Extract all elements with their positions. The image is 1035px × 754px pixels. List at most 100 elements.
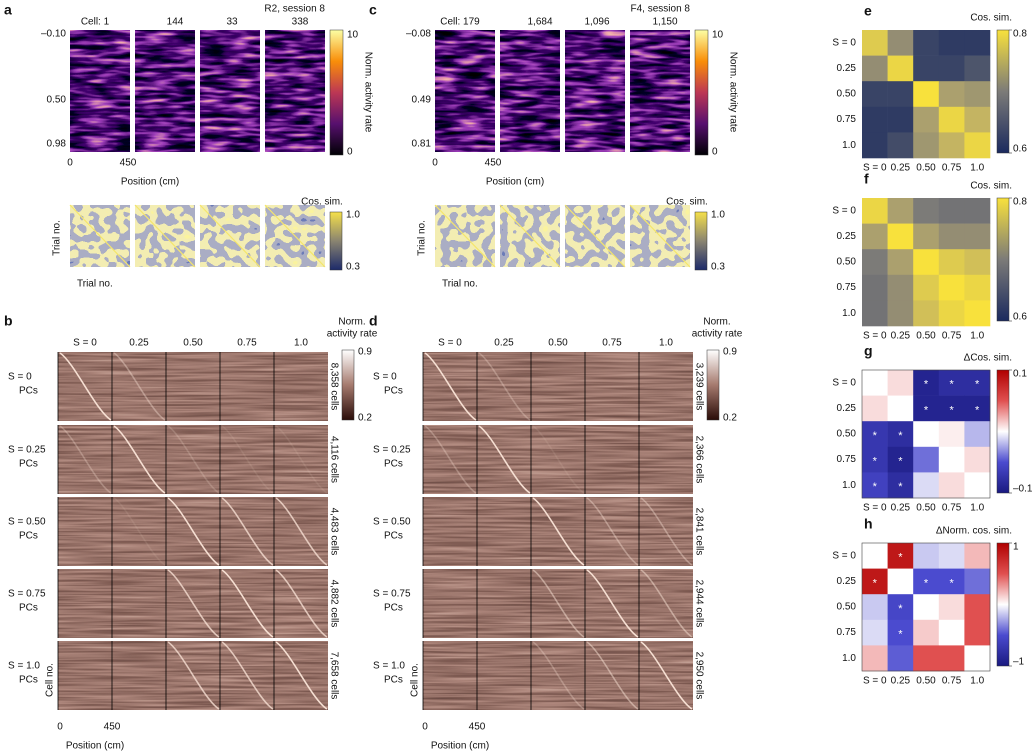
matrix-cell — [887, 249, 914, 276]
population-heatmap — [220, 425, 274, 494]
panel-label: e — [864, 3, 872, 19]
cell-label: 33 — [226, 17, 238, 28]
colorbar-tick: 0 — [347, 147, 353, 158]
colorbar-tick: –0.1 — [1013, 484, 1033, 495]
matrix-cell — [887, 223, 914, 250]
x-axis-label: Trial no. — [442, 279, 478, 290]
population-heatmap — [639, 425, 693, 494]
significance-star: * — [898, 456, 903, 468]
column-label: 0.25 — [891, 163, 911, 174]
y-tick-label: 0.98 — [47, 139, 67, 150]
colorbar — [694, 29, 709, 156]
row-label: 1.0 — [842, 480, 856, 491]
matrix-cell — [964, 568, 991, 595]
colorbar-tick: –1 — [1013, 657, 1025, 668]
matrix-cell — [862, 568, 888, 595]
population-heatmap — [274, 425, 328, 494]
panel-label: f — [864, 171, 869, 187]
matrix-cell — [938, 274, 965, 301]
column-label: 0.50 — [916, 163, 936, 174]
matrix-cell — [887, 594, 914, 621]
column-label: 0.25 — [129, 338, 149, 349]
column-label: 0.75 — [942, 331, 962, 342]
population-heatmap — [220, 352, 274, 421]
matrix-frame — [861, 369, 991, 499]
significance-star: * — [873, 456, 878, 468]
similarity-diagonal — [629, 204, 691, 268]
activity-heatmap — [200, 30, 260, 152]
matrix-cell — [887, 106, 914, 133]
significance-star: * — [975, 404, 980, 416]
x-tick-label: 450 — [469, 722, 486, 733]
population-heatmap — [477, 569, 531, 638]
population-heatmap — [585, 352, 639, 421]
matrix-cell — [964, 223, 991, 250]
population-heatmap — [166, 352, 220, 421]
row-label: 0.25 — [837, 403, 857, 414]
row-label: S = 1.0 — [373, 661, 405, 672]
cell-count: 2,950 cells — [693, 652, 704, 700]
place-field-sequence — [275, 425, 328, 494]
significance-star: * — [898, 552, 903, 564]
colorbar-tick: 0.8 — [1013, 29, 1027, 40]
matrix-cell — [964, 30, 991, 56]
row-label: S = 1.0 — [8, 661, 40, 672]
colorbar-title: Cos. sim. — [970, 181, 1012, 192]
matrix-cell — [887, 619, 914, 646]
colorbar-tick: 0.9 — [723, 347, 737, 358]
row-label: S = 0 — [832, 37, 856, 48]
matrix-cell — [862, 300, 888, 327]
matrix-cell — [913, 446, 940, 473]
cell-count: 2,944 cells — [693, 580, 704, 628]
row-label: S = 0 — [832, 550, 856, 561]
activity-heatmap — [500, 30, 560, 152]
row-label: 1.0 — [842, 653, 856, 664]
matrix-cell — [938, 249, 965, 276]
row-label: PCs — [19, 603, 38, 614]
population-heatmap — [477, 497, 531, 566]
row-label: 0.75 — [837, 454, 857, 465]
row-label: 0.50 — [837, 602, 857, 613]
colorbar — [329, 29, 344, 156]
panel-label: b — [4, 313, 13, 329]
place-field-sequence — [586, 497, 639, 566]
population-heatmap — [58, 425, 112, 494]
row-label: PCs — [19, 459, 38, 470]
significance-star: * — [924, 577, 929, 589]
x-tick-label: 0 — [57, 722, 63, 733]
matrix-cell — [964, 249, 991, 276]
colorbar — [694, 211, 708, 271]
matrix-cell — [964, 55, 991, 82]
column-label: 0.25 — [891, 503, 911, 514]
column-label: S = 0 — [73, 338, 97, 349]
column-label: 0.50 — [916, 503, 936, 514]
cell-count: 4,483 cells — [328, 508, 339, 556]
place-field-sequence — [275, 497, 328, 566]
place-field-sequence — [640, 569, 693, 638]
matrix-cell — [964, 274, 991, 301]
activity-heatmap — [565, 30, 625, 152]
colorbar-tick: 1.0 — [711, 210, 725, 221]
matrix-cell — [964, 472, 991, 499]
population-heatmap — [423, 425, 477, 494]
cell-count: 2,841 cells — [693, 508, 704, 556]
similarity-diagonal — [264, 204, 326, 268]
matrix-cell — [887, 370, 914, 396]
matrix-cell — [913, 568, 940, 595]
matrix-cell — [964, 543, 991, 569]
colorbar-title: Norm. activity rate — [727, 52, 738, 133]
colorbar-title: Norm. activity rate — [362, 52, 373, 133]
colorbar-tick: 10 — [347, 30, 359, 41]
matrix-cell — [938, 81, 965, 108]
column-label: 1.0 — [659, 338, 673, 349]
x-tick-label: 0 — [67, 158, 73, 169]
place-field-sequence — [586, 569, 639, 638]
y-axis-label: Cell no. — [45, 663, 56, 697]
significance-star: * — [898, 430, 903, 442]
place-field-sequence — [221, 425, 274, 494]
matrix-cell — [964, 370, 991, 396]
significance-star: * — [898, 629, 903, 641]
y-axis-label: Cell no. — [410, 663, 421, 697]
population-heatmap — [58, 569, 112, 638]
matrix-cell — [887, 274, 914, 301]
